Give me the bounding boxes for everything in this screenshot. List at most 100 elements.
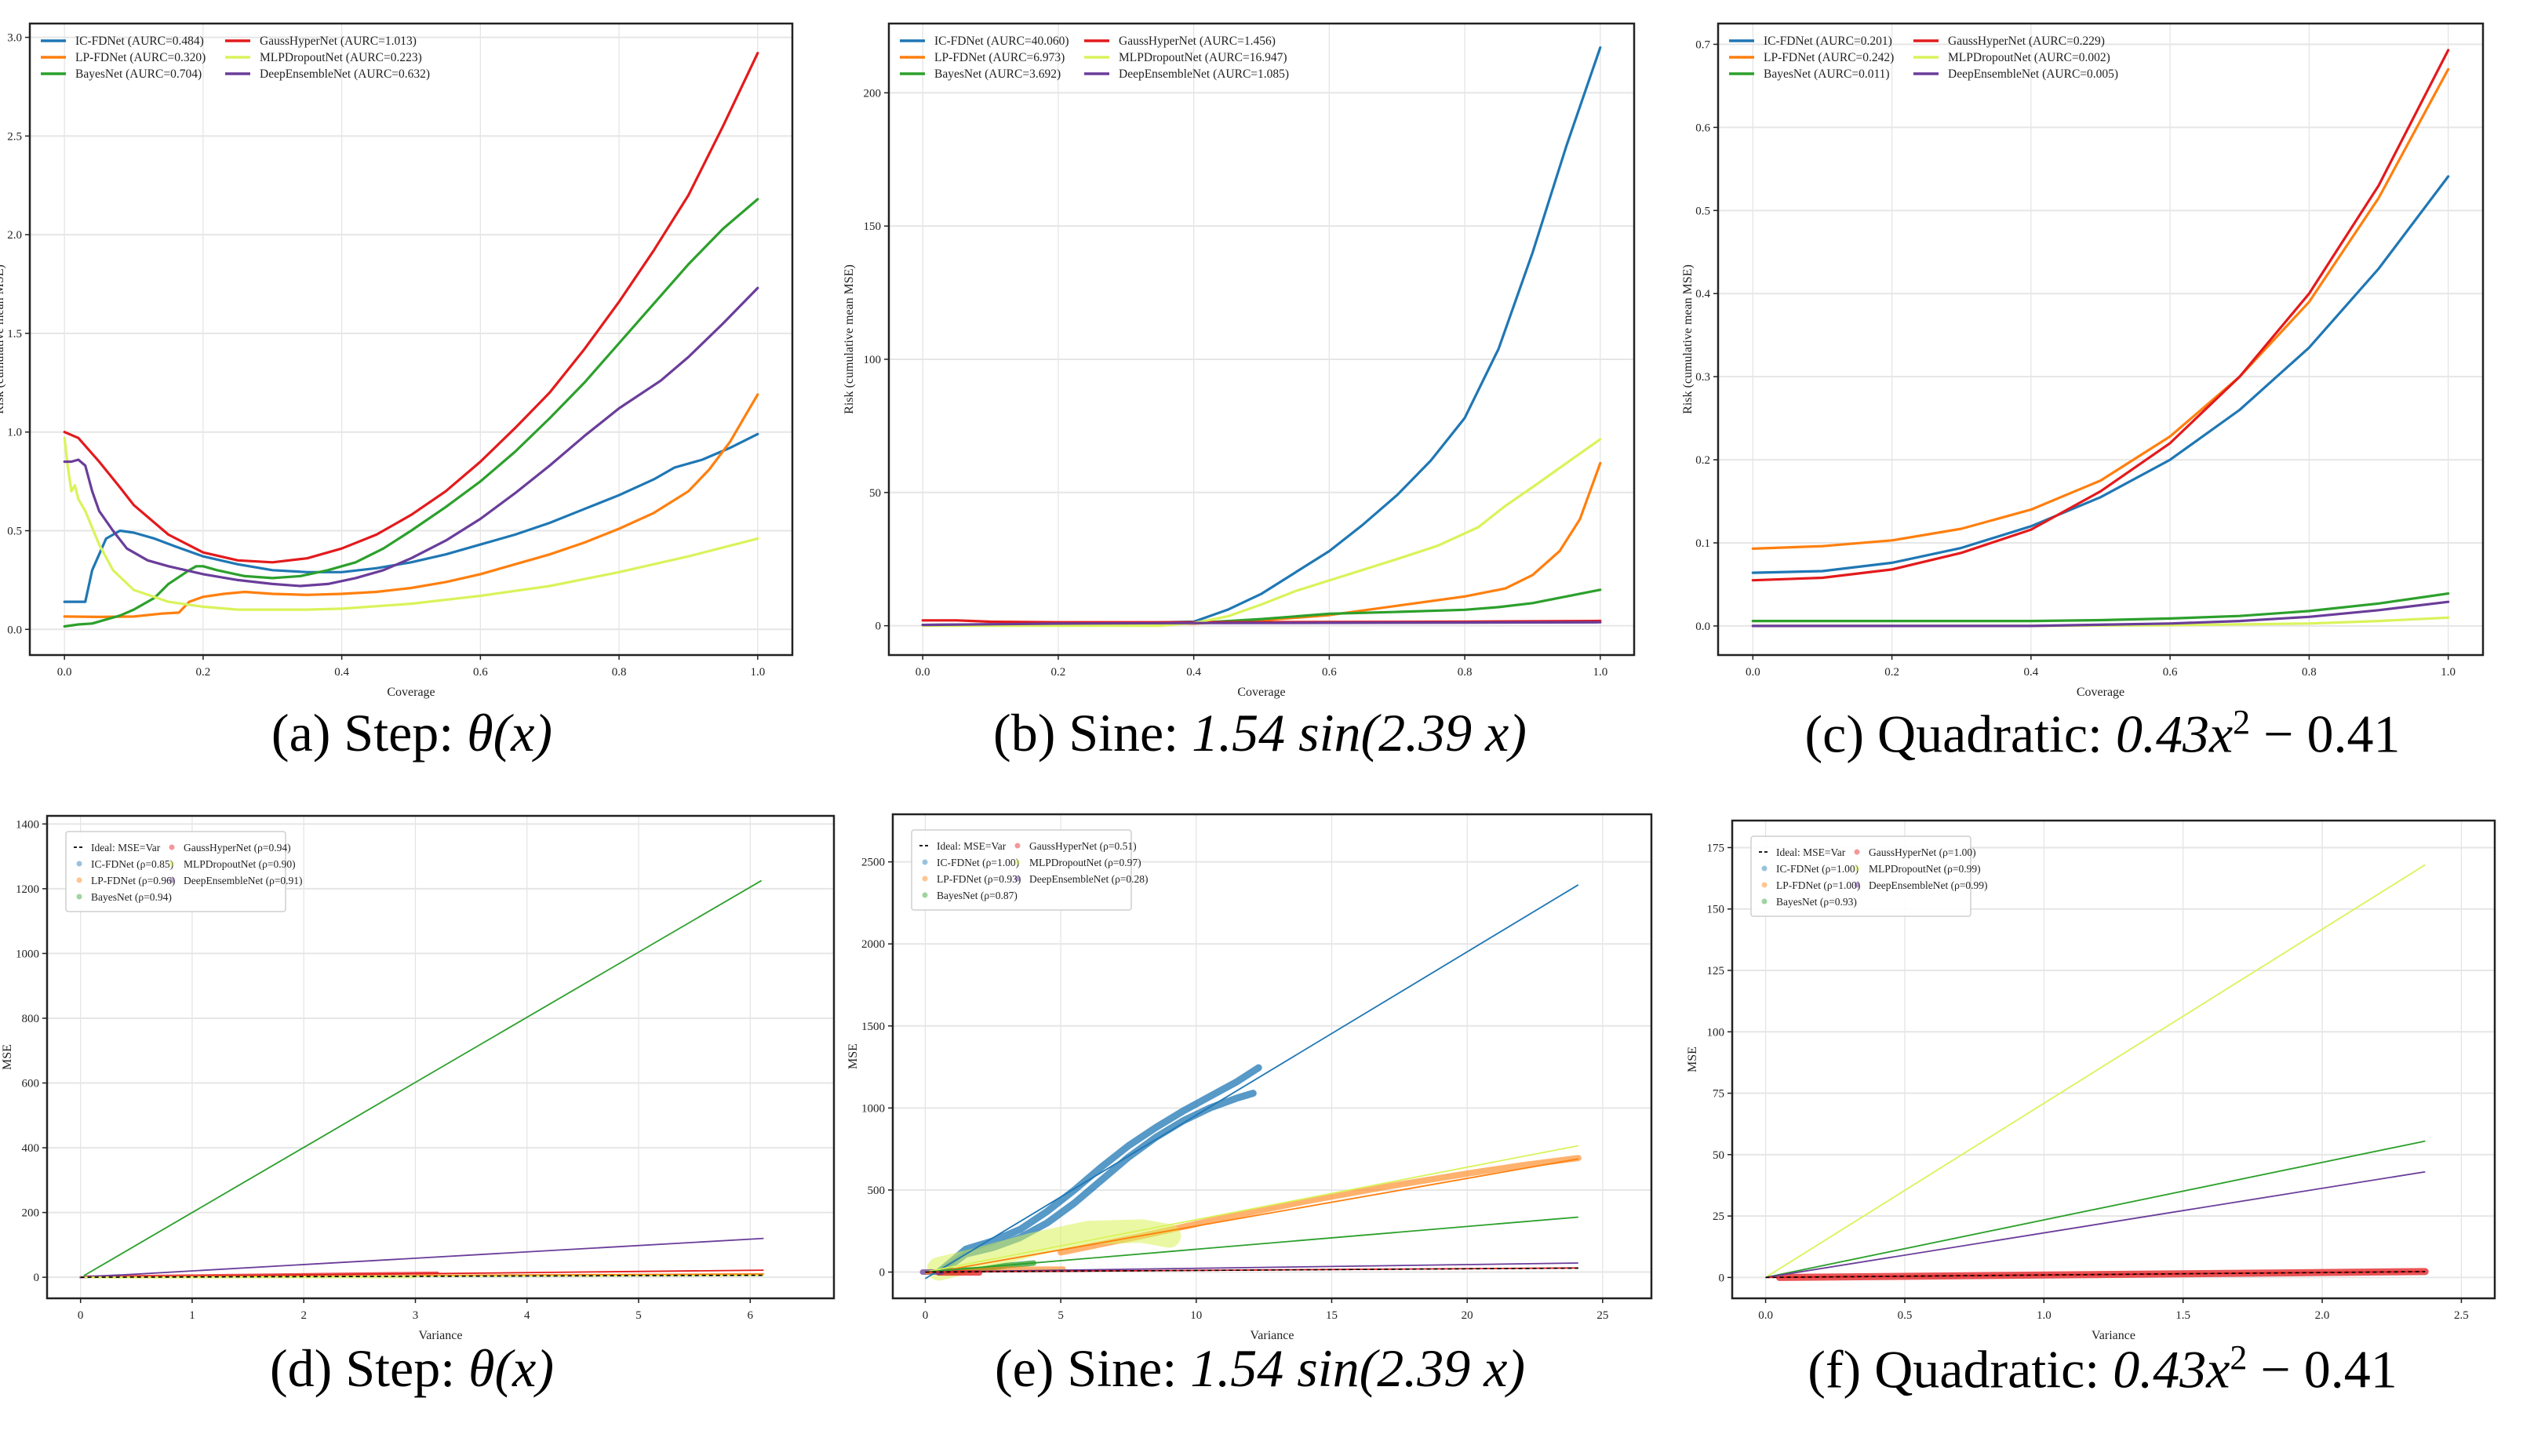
legend-label-bayesnet: BayesNet (ρ=0.94) <box>91 891 172 903</box>
caption-c: (c) Quadratic: 0.43x2 − 0.41 <box>1805 702 2401 766</box>
plot-frame <box>28 22 794 657</box>
x-tick-label: 0.5 <box>1898 1309 1913 1322</box>
legend-label-mlpdropoutnet: MLPDropoutNet (AURC=0.223) <box>260 51 422 64</box>
plot-area <box>921 46 1602 628</box>
legend-swatch-mlpdropoutnet <box>169 861 175 867</box>
x-tick-label: 0.2 <box>1884 666 1899 679</box>
x-axis-title: Variance <box>1251 1329 1294 1342</box>
y-tick-label: 0 <box>1719 1272 1725 1284</box>
legend-swatch-gausshypernet <box>1854 849 1860 855</box>
legend-box <box>1750 835 1971 917</box>
x-tick-label: 20 <box>1462 1309 1473 1322</box>
x-tick-label: 0.8 <box>2302 666 2317 679</box>
fit-line-ic-fdnet <box>924 884 1579 1279</box>
caption-math: 1.54 sin(2.39 x) <box>1190 1338 1526 1398</box>
x-tick-label: 0.0 <box>1758 1309 1773 1322</box>
fit-line-deepensemblenet <box>80 1237 764 1279</box>
legend-label-mlpdropoutnet: MLPDropoutNet (ρ=0.97) <box>1029 857 1141 868</box>
legend-label-ic-fdnet: IC-FDNet (AURC=0.201) <box>1764 35 1892 48</box>
y-tick-label: 1000 <box>16 948 39 960</box>
x-tick-label: 1.5 <box>2175 1309 2190 1322</box>
y-tick-label: 0.0 <box>7 624 22 636</box>
series-line-mlpdropoutnet <box>63 436 759 611</box>
y-tick-label: 0.4 <box>1695 288 1710 300</box>
legend: Ideal: MSE=Var IC-FDNet (ρ=0.85) LP-FDNet … <box>65 831 303 912</box>
x-tick-label: 3 <box>413 1309 419 1322</box>
plot-frame <box>1731 819 2496 1300</box>
x-tick-label: 6 <box>748 1309 754 1322</box>
axis-ticks: 0.0 0.5 1.0 1.5 2.0 2.5 0 25 50 75 100 125 150 175 <box>1707 842 2469 1322</box>
caption-tail: − 0.41 <box>2247 1339 2397 1400</box>
series-line-gausshypernet <box>1751 49 2450 582</box>
x-axis-title: Variance <box>419 1329 463 1342</box>
fit-line-deepensemblenet <box>1765 1170 2426 1279</box>
scatter-points-ic-fdnet <box>935 1064 1262 1276</box>
legend-label-deepensemblenet: DeepEnsembleNet (ρ=0.91) <box>184 875 303 886</box>
x-tick-label: 0.4 <box>2023 666 2038 679</box>
legend-label-bayesnet: BayesNet (ρ=0.93) <box>1776 896 1857 908</box>
y-tick-label: 150 <box>864 220 882 233</box>
legend-label-ic-fdnet: IC-FDNet (ρ=1.00) <box>1776 863 1859 875</box>
caption-label: (d) Step: <box>270 1338 469 1398</box>
plot-frame <box>1717 22 2485 657</box>
series-line-lp-fdnet <box>1751 67 2450 551</box>
x-tick-label: 1.0 <box>1593 666 1607 679</box>
y-tick-label: 1.0 <box>7 427 22 439</box>
y-tick-label: 0 <box>876 621 882 633</box>
legend-label-gausshypernet: GaussHyperNet (AURC=1.456) <box>1119 35 1276 48</box>
chart-b: 0.0 0.2 0.4 0.6 0.8 1.0 0 50 100 150 200 Coverage Ri… <box>843 22 1636 699</box>
caption-a: (a) Step: θ(x) <box>271 702 552 764</box>
y-tick-label: 100 <box>1707 1026 1725 1039</box>
y-tick-label: 0.2 <box>1695 454 1710 467</box>
legend-label-lp-fdnet: LP-FDNet (ρ=1.00) <box>1776 879 1860 891</box>
caption-e: (e) Sine: 1.54 sin(2.39 x) <box>995 1338 1525 1400</box>
x-tick-label: 0.6 <box>2163 666 2178 679</box>
chart-c: 0.0 0.2 0.4 0.6 0.8 1.0 0.0 0.1 0.2 0.3 0.4 0.5 0.6 0… <box>1681 22 2485 699</box>
legend-label-mlpdropoutnet: MLPDropoutNet (AURC=16.947) <box>1119 51 1287 64</box>
series-line-ic-fdnet <box>63 432 759 603</box>
caption-math: 0.43x <box>2115 704 2234 764</box>
y-tick-label: 0.3 <box>1695 371 1710 384</box>
y-tick-label: 500 <box>868 1185 886 1197</box>
legend-label-gausshypernet: GaussHyperNet (AURC=0.229) <box>1948 35 2105 48</box>
scatter-points-mlpdropoutnet <box>927 1219 1181 1281</box>
x-tick-label: 2.5 <box>2454 1309 2469 1322</box>
legend: Ideal: MSE=Var IC-FDNet (ρ=1.00) LP-FDNet … <box>1750 835 1988 917</box>
y-tick-label: 1200 <box>16 883 39 896</box>
caption-sup: 2 <box>2233 703 2251 741</box>
x-tick-label: 1.0 <box>750 666 765 679</box>
x-tick-label: 5 <box>1058 1309 1064 1322</box>
legend-label-lp-fdnet: LP-FDNet (ρ=0.93) <box>937 873 1021 885</box>
grid <box>1732 821 2495 1298</box>
y-axis-title: Risk (cumulative mean MSE) <box>1681 264 1695 414</box>
legend-label-ic-fdnet: IC-FDNet (ρ=1.00) <box>937 857 1019 868</box>
axis-ticks: 0.0 0.2 0.4 0.6 0.8 1.0 0.0 0.1 0.2 0.3 0.4 0.5 0.6 0… <box>1695 38 2456 679</box>
panel-e: 0 5 10 15 20 25 0 500 1000 1500 2000 2500 Variance MS… <box>841 784 1682 1349</box>
x-tick-label: 1.0 <box>2441 666 2456 679</box>
caption-math: θ(x) <box>468 1338 554 1398</box>
legend-label-gausshypernet: GaussHyperNet (ρ=0.51) <box>1029 840 1137 852</box>
legend-swatch-gausshypernet <box>169 844 175 850</box>
y-tick-label: 200 <box>22 1207 40 1220</box>
plot-area <box>79 879 765 1279</box>
x-tick-label: 2 <box>300 1309 307 1322</box>
series-line-deepensemblenet <box>1751 600 2450 628</box>
panel-d: 0 1 2 3 4 5 6 0 200 400 600 800 1000 1200 1400 Variance… <box>0 784 841 1349</box>
caption-label: (e) Sine: <box>994 1338 1191 1398</box>
legend-swatch-gausshypernet <box>1014 843 1021 849</box>
caption-tail: − 0.41 <box>2250 704 2401 764</box>
legend-swatch-deepensemblenet <box>169 877 175 883</box>
x-axis-title: Coverage <box>2077 686 2124 699</box>
series-line-bayesnet <box>63 198 759 628</box>
x-tick-label: 15 <box>1326 1309 1338 1322</box>
y-tick-label: 0.7 <box>1695 38 1710 51</box>
plot-frame <box>891 813 1653 1300</box>
y-axis-title: Risk (cumulative mean MSE) <box>0 264 6 414</box>
plot-area <box>1751 49 2450 628</box>
y-tick-label: 0 <box>34 1272 40 1284</box>
y-tick-label: 1400 <box>16 818 39 831</box>
series-line-ic-fdnet <box>1751 175 2450 574</box>
legend-label-mlpdropoutnet: MLPDropoutNet (ρ=0.99) <box>1869 863 1981 875</box>
caption-math: 1.54 sin(2.39 x) <box>1192 703 1527 763</box>
y-tick-label: 0.1 <box>1695 537 1710 550</box>
